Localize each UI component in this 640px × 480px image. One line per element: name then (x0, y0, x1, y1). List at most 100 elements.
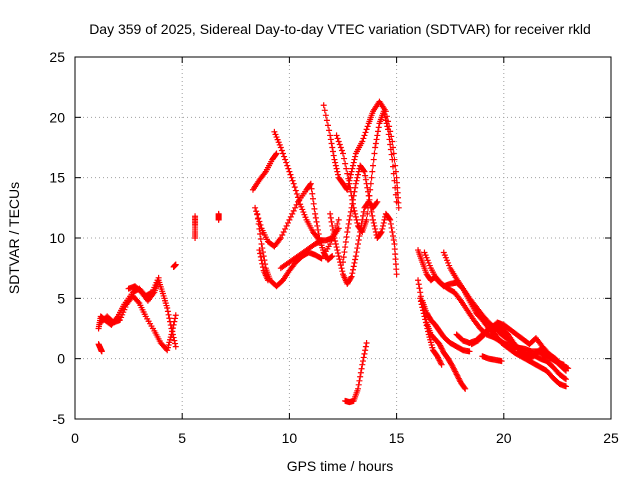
data-point (423, 322, 430, 329)
data-point (285, 165, 292, 172)
data-point (462, 385, 469, 392)
data-point (387, 216, 394, 223)
data-point (344, 228, 351, 235)
data-point (350, 266, 357, 273)
data-point (377, 229, 384, 236)
data-point (344, 170, 351, 177)
data-point (352, 153, 359, 160)
data-point (293, 201, 300, 208)
data-point (347, 274, 354, 281)
data-point (253, 208, 260, 215)
data-track (215, 210, 222, 223)
data-point (443, 257, 450, 264)
data-point (313, 218, 320, 225)
data-point (283, 222, 290, 229)
data-point (361, 132, 368, 139)
data-point (350, 263, 357, 270)
data-point (369, 212, 376, 219)
data-point (289, 177, 296, 184)
data-point (347, 184, 354, 191)
data-point (348, 204, 355, 211)
data-point (381, 111, 388, 118)
data-point (172, 340, 179, 347)
data-point (314, 226, 321, 233)
data-point (340, 259, 346, 266)
data-point (312, 210, 319, 217)
data-point (280, 228, 287, 235)
data-point (332, 238, 339, 245)
y-axis-label: SDTVAR / TECUs (6, 182, 22, 294)
data-point (354, 245, 361, 252)
data-point (327, 136, 334, 143)
data-point (294, 194, 301, 201)
data-point (390, 163, 397, 170)
data-point (417, 289, 424, 296)
data-point (257, 230, 264, 237)
data-point (392, 256, 399, 263)
data-point (386, 215, 393, 222)
data-point (333, 244, 340, 251)
data-point (370, 162, 377, 169)
data-point (359, 361, 366, 368)
data-point (415, 281, 422, 288)
data-point (312, 214, 319, 221)
data-point (340, 254, 347, 261)
data-point (348, 273, 355, 280)
data-point (165, 341, 172, 348)
y-tick-label: 15 (49, 170, 65, 186)
x-tick-label: 5 (178, 430, 186, 446)
data-point (337, 144, 344, 151)
data-point (429, 344, 436, 351)
data-point (379, 225, 386, 232)
data-point (360, 135, 367, 142)
data-point (352, 180, 359, 187)
data-point (297, 201, 304, 208)
data-point (360, 358, 367, 365)
data-point (423, 254, 430, 261)
data-point (565, 365, 572, 372)
y-tick-label: 0 (57, 351, 65, 367)
data-point (382, 117, 389, 124)
data-point (385, 126, 392, 133)
x-tick-label: 0 (71, 430, 79, 446)
data-point (301, 211, 308, 218)
data-point (317, 238, 324, 245)
data-point (338, 147, 345, 154)
data-point (342, 160, 349, 167)
data-point (307, 181, 314, 188)
data-track (419, 297, 473, 355)
data-point (374, 198, 381, 205)
data-point (371, 150, 378, 157)
data-point (327, 132, 334, 139)
data-point (367, 204, 374, 211)
data-point (340, 150, 346, 157)
data-track (479, 353, 505, 365)
data-point (328, 253, 335, 260)
data-track (170, 261, 179, 270)
data-point (385, 131, 392, 138)
data-point (334, 168, 341, 175)
data-point (286, 168, 293, 175)
data-point (424, 325, 431, 332)
data-point (334, 135, 341, 142)
data-point (346, 216, 353, 223)
data-point (561, 375, 568, 382)
data-point (324, 122, 331, 129)
data-point (421, 249, 428, 256)
data-point (380, 219, 387, 226)
data-point (258, 257, 265, 264)
data-point (169, 331, 176, 338)
data-point (167, 318, 174, 325)
data-point (276, 141, 283, 148)
data-point (393, 266, 400, 273)
data-point (422, 316, 429, 323)
data-point (466, 348, 473, 355)
data-point (363, 126, 370, 133)
data-track (95, 341, 105, 355)
data-point (564, 364, 571, 371)
data-point (288, 174, 295, 181)
data-track (340, 162, 400, 278)
data-point (329, 253, 336, 260)
data-point (252, 204, 259, 211)
data-point (368, 208, 375, 215)
